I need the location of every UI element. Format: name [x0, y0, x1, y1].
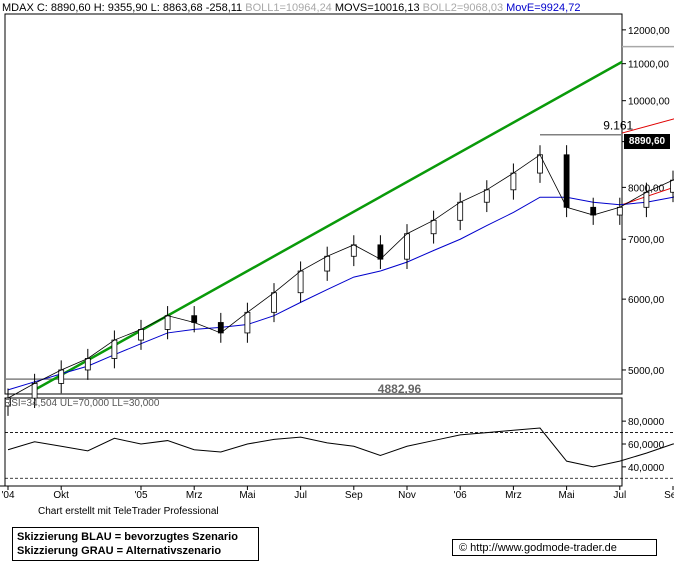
y-tick-label: 10000,00: [628, 97, 670, 108]
y-tick-label: 5000,00: [628, 366, 665, 377]
candle-body: [111, 339, 118, 359]
candle-body: [58, 369, 65, 384]
candle-body: [324, 255, 331, 272]
annotation-4883: 4882,96: [378, 382, 422, 396]
candle-body: [616, 206, 623, 216]
y-tick-label: 12000,00: [628, 26, 670, 37]
candle-body: [191, 315, 198, 323]
move-value: MovE=9924,72: [506, 2, 581, 14]
rsi-header: RSI=34,504 UL=70,000 LL=30,000: [4, 398, 160, 409]
x-tick-label: Nov: [398, 490, 416, 501]
x-tick-label: Jul: [294, 490, 307, 501]
green-trendline: [33, 60, 623, 391]
x-tick-label: Mrz: [505, 490, 522, 501]
low-value: L: 8863,68: [150, 2, 203, 14]
x-tick-label: Sep: [345, 490, 363, 501]
candle-body: [590, 206, 597, 216]
legend-box: Skizzierung BLAU = bevorzugtes Szenario …: [12, 527, 259, 561]
rsi-panel-frame: [4, 397, 623, 487]
candle-body: [563, 154, 570, 208]
chart-header: MDAX C: 8890,60 H: 9355,90 L: 8863,68 -2…: [2, 2, 580, 14]
x-tick-label: Okt: [53, 490, 69, 501]
candle-body: [510, 172, 517, 191]
candle-body: [271, 292, 277, 313]
url-text: http://www.godmode-trader.de: [470, 542, 617, 554]
rsi-line: [7, 427, 674, 468]
moving-average-line: [7, 196, 674, 391]
candle-body: [670, 179, 674, 193]
change-value: -258,11: [205, 2, 243, 14]
candle-body: [244, 311, 251, 334]
candle-body: [404, 233, 410, 260]
candle-body: [5, 397, 11, 407]
boll2-value: BOLL2=9068,03: [422, 2, 504, 14]
candle-body: [430, 219, 437, 235]
rsi-y-tick-label: 40,0000: [628, 463, 665, 474]
legend-gray: Skizzierung GRAU = Alternativszenario: [17, 545, 222, 557]
x-tick-label: Mrz: [186, 490, 203, 501]
candle-body: [643, 191, 650, 208]
candle-body: [164, 315, 171, 330]
x-tick-label: Mai: [239, 490, 255, 501]
rsi-y-tick-label: 80,0000: [628, 417, 665, 428]
credit-text: Chart erstellt mit TeleTrader Profession…: [38, 506, 219, 517]
x-tick-label: Jul: [613, 490, 626, 501]
source-url[interactable]: © http://www.godmode-trader.de: [452, 539, 657, 556]
candle-body: [483, 189, 490, 203]
y-tick-label: 6000,00: [628, 295, 665, 306]
last-price-marker: 8890,60: [624, 134, 670, 149]
candle-body: [31, 383, 38, 399]
x-tick-label: '05: [134, 490, 147, 501]
rsi-y-tick-label: 60,0000: [628, 440, 665, 451]
x-tick-label: '04: [1, 490, 14, 501]
annotation-9161: 9.161: [603, 119, 633, 133]
x-tick-label: '06: [454, 490, 467, 501]
legend-blue: Skizzierung BLAU = bevorzugtes Szenario: [17, 531, 238, 543]
close-value: C: 8890,60: [36, 2, 91, 14]
main-panel-frame: [4, 13, 623, 395]
price-close-line: [7, 154, 674, 399]
candle-body: [297, 270, 304, 294]
ticker: MDAX: [2, 2, 34, 14]
boll1-value: BOLL1=10964,24: [245, 2, 332, 14]
copyright-icon: ©: [459, 542, 468, 554]
x-tick-label: Mai: [559, 490, 575, 501]
y-tick-label: 11000,00: [628, 60, 669, 71]
high-value: H: 9355,90: [93, 2, 148, 14]
y-tick-label: 7000,00: [628, 235, 665, 246]
movs-value: MOVS=10016,13: [334, 2, 420, 14]
candle-body: [138, 329, 144, 341]
x-tick-label: Sep: [664, 490, 674, 501]
candle-body: [457, 201, 464, 221]
candle-body: [84, 358, 91, 371]
candle-body: [350, 244, 357, 257]
